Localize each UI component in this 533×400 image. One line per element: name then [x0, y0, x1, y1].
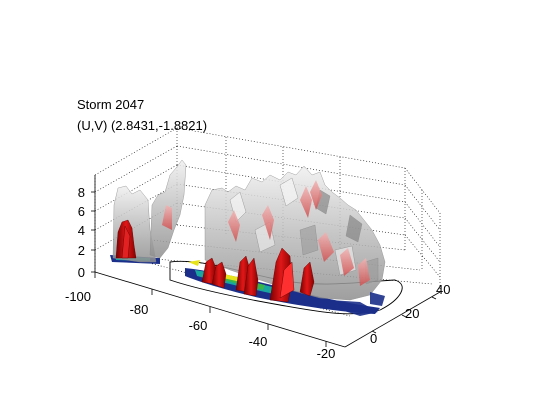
x-tick-labels: -100 -80 -60 -40 -20 — [65, 289, 335, 361]
z-tick-label: 8 — [78, 185, 85, 200]
surface-mid-cores — [162, 180, 370, 286]
x-tick-label: -80 — [130, 302, 149, 317]
axis-lines — [91, 175, 441, 348]
chart-title: Storm 2047 — [77, 97, 145, 112]
y-tick-label: 20 — [405, 306, 419, 321]
x-tick-label: -40 — [249, 334, 268, 349]
surface-high-cores — [115, 219, 315, 303]
z-tick-labels: 0 2 4 6 8 — [78, 185, 85, 280]
x-tick-label: -20 — [317, 346, 336, 361]
y-tick-label: 0 — [370, 331, 377, 346]
z-tick-label: 4 — [78, 223, 85, 238]
y-tick-labels: 0 20 40 — [370, 282, 450, 346]
ground-clutter — [188, 260, 385, 316]
z-tick-label: 0 — [78, 265, 85, 280]
chart-subtitle: (U,V) (2.8431,-1.8821) — [77, 118, 208, 133]
y-tick-label: 40 — [436, 282, 450, 297]
x-tick-label: -60 — [189, 318, 208, 333]
z-tick-label: 6 — [78, 204, 85, 219]
z-tick-label: 2 — [78, 243, 85, 258]
x-tick-label: -100 — [65, 289, 91, 304]
